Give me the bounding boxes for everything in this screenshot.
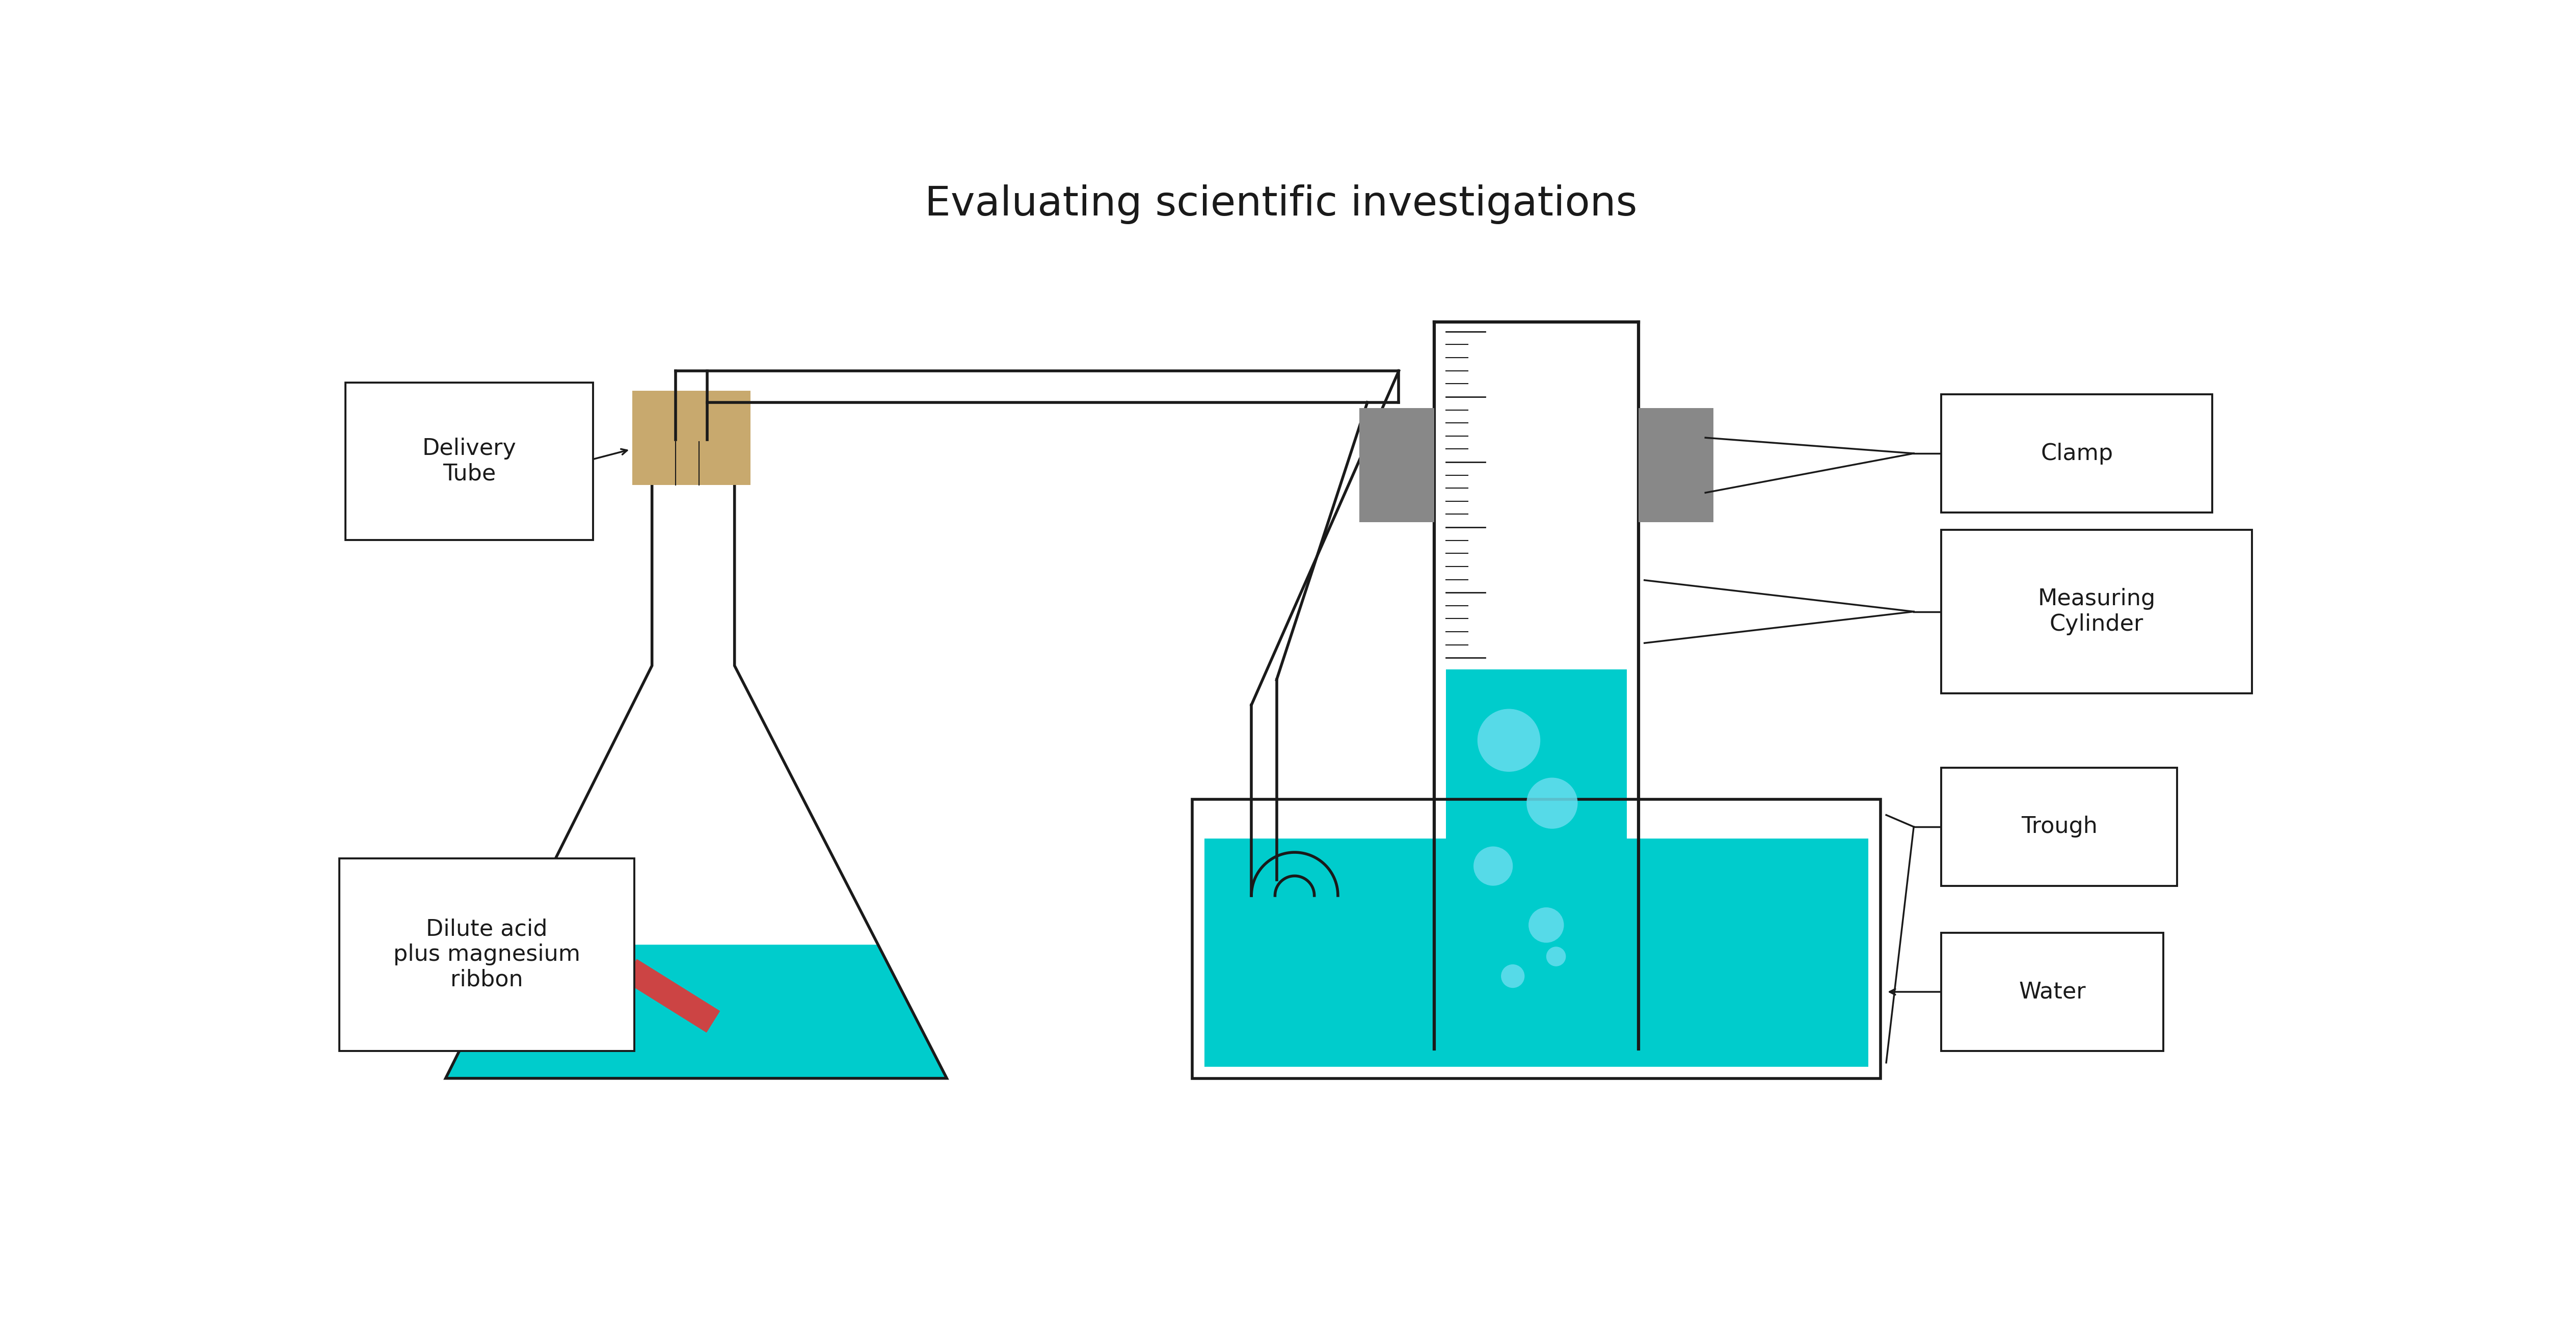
FancyBboxPatch shape — [1942, 768, 2177, 886]
Text: Measuring
Cylinder: Measuring Cylinder — [2038, 588, 2156, 636]
Text: Evaluating scientific investigations: Evaluating scientific investigations — [925, 184, 1638, 223]
Circle shape — [1546, 947, 1566, 966]
Polygon shape — [446, 945, 948, 1079]
FancyBboxPatch shape — [345, 382, 592, 539]
FancyBboxPatch shape — [1360, 408, 1435, 522]
FancyBboxPatch shape — [1942, 394, 2213, 513]
FancyBboxPatch shape — [1203, 838, 1868, 1067]
Text: Delivery
Tube: Delivery Tube — [422, 438, 515, 485]
Circle shape — [1479, 709, 1540, 772]
Polygon shape — [623, 958, 721, 1032]
FancyBboxPatch shape — [1942, 933, 2164, 1051]
FancyBboxPatch shape — [1942, 530, 2251, 693]
Circle shape — [1473, 846, 1512, 886]
FancyBboxPatch shape — [1638, 408, 1713, 522]
Polygon shape — [446, 440, 948, 1079]
Circle shape — [1528, 907, 1564, 943]
Text: Water: Water — [2020, 981, 2087, 1003]
Circle shape — [1528, 777, 1577, 829]
FancyBboxPatch shape — [1445, 669, 1628, 1048]
FancyBboxPatch shape — [340, 858, 634, 1051]
Text: Clamp: Clamp — [2040, 443, 2112, 464]
Text: Dilute acid
plus magnesium
ribbon: Dilute acid plus magnesium ribbon — [394, 919, 580, 992]
Circle shape — [1502, 964, 1525, 988]
FancyBboxPatch shape — [631, 390, 750, 485]
Text: Trough: Trough — [2022, 816, 2097, 838]
